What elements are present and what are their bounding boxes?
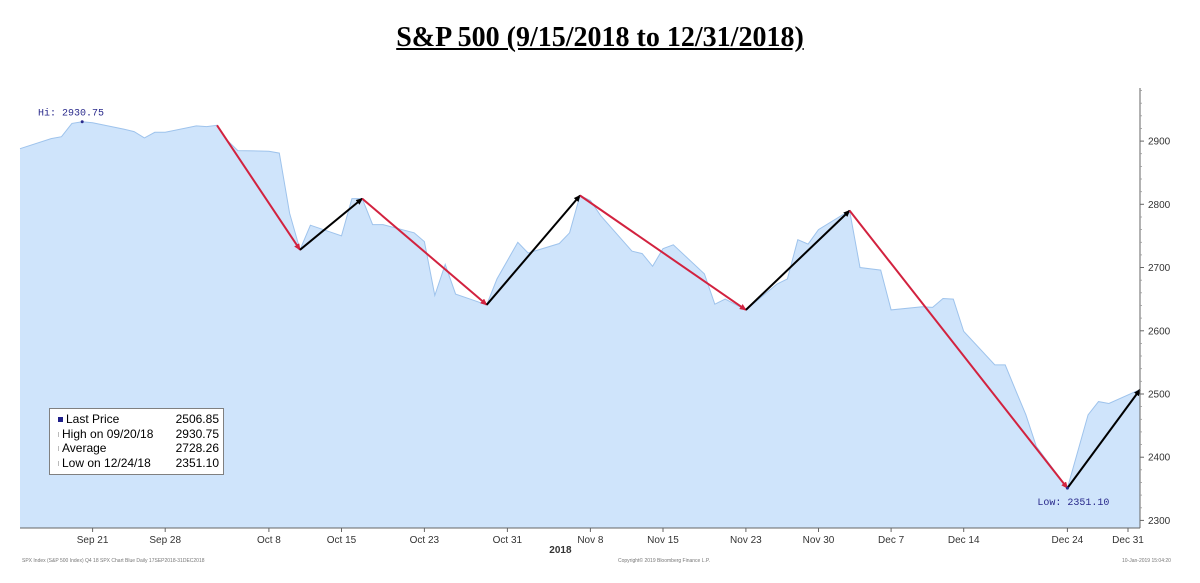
y-tick-label: 2500 bbox=[1148, 390, 1171, 401]
legend-marker-last-price bbox=[58, 417, 63, 423]
legend-row-average: Average 2728.26 bbox=[58, 441, 219, 456]
x-tick-label: Nov 8 bbox=[577, 535, 604, 546]
high-annotation: Hi: 2930.75 bbox=[38, 108, 104, 120]
legend-value-high: 2930.75 bbox=[175, 426, 219, 441]
x-tick-label: Oct 31 bbox=[493, 535, 523, 546]
legend-value-average: 2728.26 bbox=[175, 441, 219, 455]
down-trend-arrow-2 bbox=[361, 197, 488, 306]
x-tick-label: Nov 23 bbox=[730, 535, 762, 546]
legend-marker-low bbox=[58, 460, 59, 466]
x-tick-label: Nov 15 bbox=[647, 535, 679, 546]
footer-left: SPX Index (S&P 500 Index) Q4 18 SPX Char… bbox=[22, 558, 205, 564]
axes: Sep 21 Sep 28 Oct 8 Oct 15 Oct 23 Oct 31 Nov 8… bbox=[20, 88, 1171, 556]
x-tick-label: Dec 31 bbox=[1112, 535, 1144, 546]
price-line bbox=[19, 121, 1141, 490]
price-area bbox=[20, 121, 1140, 528]
x-tick-label: Sep 21 bbox=[77, 535, 109, 546]
y-tick-label: 2800 bbox=[1148, 200, 1171, 211]
trend-lines bbox=[216, 124, 1141, 489]
down-trend-arrow-6 bbox=[848, 209, 1069, 489]
legend-row-last-price: Last Price 2506.85 bbox=[58, 412, 219, 427]
x-tick-label: Dec 24 bbox=[1052, 535, 1084, 546]
legend-value-low: 2351.10 bbox=[175, 455, 219, 470]
x-tick-label: Nov 30 bbox=[803, 535, 835, 546]
legend-label-last-price: Last Price bbox=[66, 412, 120, 426]
y-tick-label: 2900 bbox=[1148, 137, 1171, 148]
down-trend-arrow-4 bbox=[579, 194, 747, 311]
legend-marker-high bbox=[58, 431, 59, 437]
legend-label-average: Average bbox=[62, 441, 107, 455]
y-tick-label: 2400 bbox=[1148, 453, 1171, 464]
legend-marker-average bbox=[58, 446, 59, 452]
chart-legend: Last Price 2506.85 High on 09/20/18 2930… bbox=[49, 408, 224, 475]
x-tick-label: Dec 7 bbox=[878, 535, 905, 546]
x-tick-label: Sep 28 bbox=[149, 535, 181, 546]
x-year-label: 2018 bbox=[549, 545, 572, 556]
low-marker bbox=[1065, 486, 1069, 490]
y-tick-label: 2300 bbox=[1148, 516, 1171, 527]
up-trend-arrow-5 bbox=[745, 209, 851, 311]
low-annotation: Low: 2351.10 bbox=[1037, 498, 1109, 509]
high-marker bbox=[80, 120, 84, 124]
footer-right: 10-Jan-2019 15:04:20 bbox=[1122, 558, 1171, 564]
up-trend-arrow-3 bbox=[485, 194, 581, 306]
footer-center: Copyright© 2019 Bloomberg Finance L.P. bbox=[618, 557, 710, 564]
annotations: Hi: 2930.75 Low: 2351.10 bbox=[38, 108, 1109, 509]
legend-label-high: High on 09/20/18 bbox=[62, 426, 154, 441]
chart-title: S&P 500 (9/15/2018 to 12/31/2018) bbox=[396, 22, 804, 53]
up-trend-arrow-7 bbox=[1066, 388, 1141, 489]
up-trend-arrow-1 bbox=[299, 197, 363, 251]
x-tick-label: Oct 15 bbox=[327, 535, 357, 546]
x-tick-label: Oct 23 bbox=[410, 535, 440, 546]
x-tick-label: Oct 8 bbox=[257, 535, 281, 546]
legend-row-low: Low on 12/24/18 2351.10 bbox=[58, 456, 219, 471]
y-tick-label: 2700 bbox=[1148, 263, 1171, 274]
y-tick-label: 2600 bbox=[1148, 326, 1171, 337]
legend-row-high: High on 09/20/18 2930.75 bbox=[58, 427, 219, 442]
legend-value-last-price: 2506.85 bbox=[175, 412, 219, 426]
x-tick-label: Dec 14 bbox=[948, 535, 980, 546]
footer: SPX Index (S&P 500 Index) Q4 18 SPX Char… bbox=[22, 557, 1171, 564]
legend-label-low: Low on 12/24/18 bbox=[62, 455, 151, 470]
down-trend-arrow-0 bbox=[216, 124, 301, 251]
